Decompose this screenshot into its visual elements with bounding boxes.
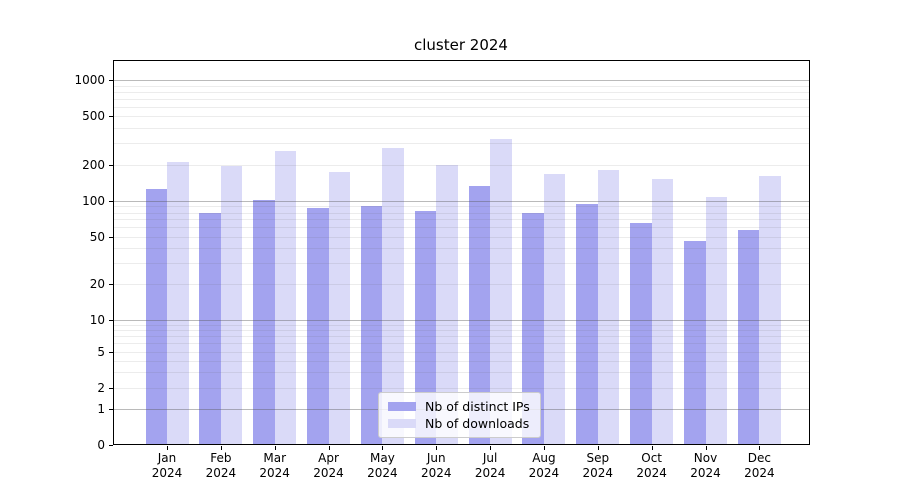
bar-oct-downloads [651,179,674,444]
bar-jul-distinct-ips [468,186,491,444]
legend-item-distinct-ips: Nb of distinct IPs [388,398,530,415]
x-axis-tick-mark [167,446,168,450]
y-axis-tick-mark [109,320,113,321]
y-axis-tick-label: 20 [89,277,105,292]
x-axis-tick-mark [543,446,545,450]
bar-jan-downloads [167,162,189,444]
x-axis-tick-mark [705,446,707,450]
y-axis-tick-label: 0 [97,438,105,452]
x-axis-tick-mark [759,446,761,450]
bar-mar-distinct-ips [253,200,275,444]
y-axis-tick-label: 200 [82,157,105,172]
y-axis-tick-label: 50 [89,229,105,244]
bar-jul-downloads [490,138,512,444]
bar-may-distinct-ips [360,205,383,444]
x-axis-tick-mark [382,446,384,450]
x-axis-tick-mark [436,446,438,450]
bar-nov-distinct-ips [684,241,706,444]
y-axis-tick-mark [109,284,113,286]
y-axis-tick-mark [109,201,113,202]
x-axis-tick-label: May 2024 [367,451,398,480]
legend-label-distinct-ips: Nb of distinct IPs [425,399,530,414]
x-axis-tick-label: Feb 2024 [205,451,237,480]
x-axis-tick-label: Jun 2024 [420,451,452,480]
bar-apr-downloads [328,171,351,444]
y-axis-tick-mark [109,388,113,390]
y-axis-tick-label: 1 [97,401,105,416]
chart-title: cluster 2024 [414,36,508,54]
bar-jan-distinct-ips [145,189,167,444]
bar-may-downloads [382,147,404,444]
bar-dec-downloads [759,176,781,444]
bar-feb-distinct-ips [199,212,221,444]
y-axis-tick-mark [109,408,113,410]
plot-area [113,60,810,445]
x-axis-tick-label: Dec 2024 [744,451,775,480]
bar-feb-downloads [220,165,243,444]
bar-dec-distinct-ips [737,230,760,444]
x-axis-tick-mark [274,446,276,450]
bar-aug-distinct-ips [522,212,544,444]
bar-sep-distinct-ips [576,203,598,444]
x-axis-tick-mark [490,446,492,450]
x-axis-tick-label: Nov 2024 [690,451,721,480]
x-axis-tick-label: Aug 2024 [528,451,560,480]
y-axis-tick-label: 2 [97,381,105,396]
x-axis-tick-mark [220,446,222,450]
x-axis-tick-label: Mar 2024 [259,451,290,480]
y-axis-tick-mark [109,164,113,166]
y-axis-tick-mark [109,445,113,446]
bar-aug-downloads [543,174,566,444]
x-axis-tick-mark [328,446,330,450]
bar-sep-downloads [597,169,620,444]
x-axis-tick-label: Apr 2024 [313,451,344,480]
y-axis-tick-mark [109,116,113,118]
x-axis-tick-mark [651,446,653,450]
y-axis-tick-label: 10 [89,313,105,327]
bar-jun-downloads [436,165,458,444]
y-axis-tick-mark [109,80,113,81]
bar-apr-distinct-ips [307,207,329,444]
bar-oct-distinct-ips [630,223,652,444]
legend: Nb of distinct IPs Nb of downloads [378,392,541,438]
legend-label-downloads: Nb of downloads [425,416,530,431]
legend-swatch-distinct-ips [388,402,416,411]
bar-nov-downloads [705,197,727,444]
legend-swatch-downloads [388,419,416,428]
y-axis-tick-mark [109,236,113,238]
y-axis-tick-label: 100 [82,194,105,208]
legend-item-downloads: Nb of downloads [388,415,530,432]
bar-jun-distinct-ips [414,211,437,444]
y-axis-tick-mark [109,351,113,353]
y-axis-tick-label: 500 [82,109,105,124]
x-axis-tick-label: Oct 2024 [636,451,667,480]
x-axis-tick-label: Jul 2024 [474,451,506,480]
y-axis-tick-label: 5 [97,344,105,359]
x-axis-tick-label: Sep 2024 [582,451,614,480]
x-axis-tick-label: Jan 2024 [151,451,183,480]
bar-mar-downloads [274,150,297,444]
y-axis-tick-label: 1000 [74,73,105,87]
bars-layer [114,61,809,444]
x-axis-tick-mark [597,446,599,450]
